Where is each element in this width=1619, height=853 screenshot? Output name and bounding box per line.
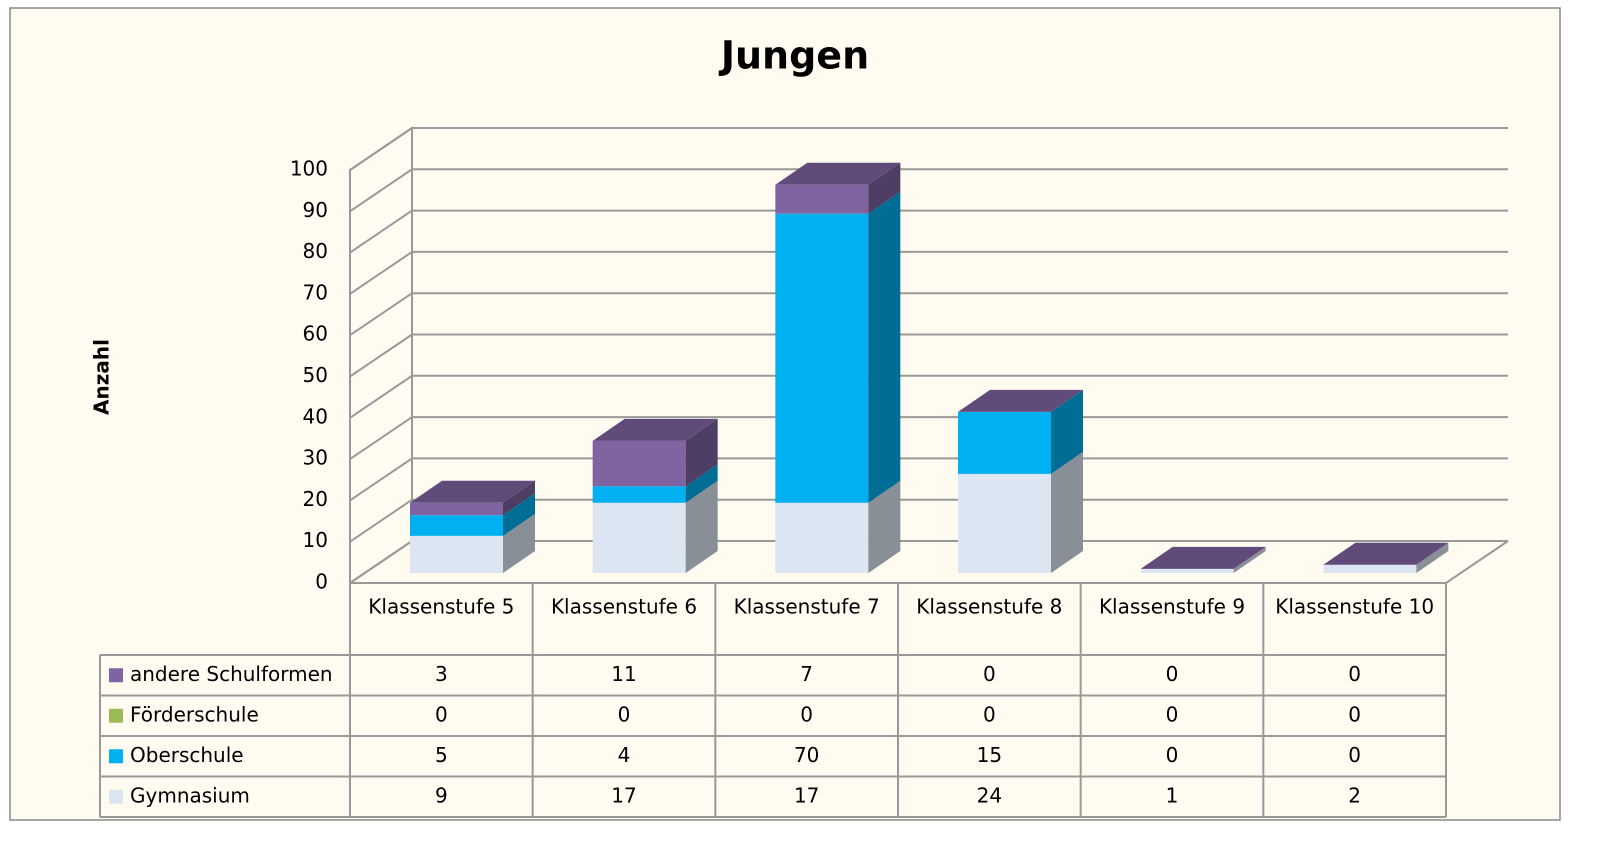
bar-segment [410,535,503,573]
table-value: 4 [618,743,631,767]
bar-side [685,480,718,573]
table-value: 24 [977,783,1002,807]
bar-top [958,389,1083,412]
grid-line [349,127,1508,171]
x-tick-label: Klassenstufe 6 [551,595,697,619]
bar-segment [410,502,503,516]
bar-top [1140,546,1266,569]
legend-key [109,668,123,683]
legend-label: Oberschule [130,743,244,767]
bar-segment [958,411,1051,474]
grid-line [349,374,1508,419]
bar-side [1051,389,1083,474]
table-value: 11 [611,662,636,686]
table-value: 0 [435,702,448,726]
bar-side [503,513,535,573]
table-value: 70 [794,743,819,767]
bar-side [868,162,901,214]
y-tick-label: 20 [303,487,328,511]
bar-side [685,464,718,503]
table-value: 3 [435,662,448,686]
legend-label: Förderschule [130,702,259,726]
x-tick-label: Klassenstufe 9 [1099,595,1245,619]
table-value: 5 [435,743,448,767]
bar-segment [592,486,686,503]
bar-side [1051,451,1083,573]
bar-top [592,418,718,441]
bar-segment [775,502,869,573]
y-axis-label: Anzahl [90,339,114,415]
bar-segment [1140,568,1234,573]
y-tick-label: 70 [303,280,328,304]
bar-segment [592,502,686,573]
table-value: 2 [1348,783,1361,807]
grid-line [349,333,1508,378]
table-value: 0 [983,662,996,686]
table-value: 9 [435,783,448,807]
chart-title: Jungen [718,34,869,78]
x-tick-label: Klassenstufe 5 [368,595,514,619]
y-tick-label: 50 [303,363,328,387]
table-value: 0 [1166,662,1179,686]
bar-side [503,493,535,536]
x-tick-label: Klassenstufe 7 [734,595,880,619]
legend-key [109,789,123,804]
table-value: 1 [1166,783,1179,807]
bar-top [410,480,535,503]
y-tick-label: 10 [303,528,328,552]
bar-segment [775,213,869,503]
grid-line [349,416,1508,460]
bar-side [503,480,535,516]
y-tick-label: 60 [303,322,328,346]
y-tick-label: 30 [303,446,328,470]
bar-side [868,191,901,503]
table-value: 17 [794,783,819,807]
legend-label: Gymnasium [130,783,250,807]
y-tick-label: 40 [303,404,328,428]
bar-side [1416,542,1449,573]
grid-line [349,498,1508,543]
table-value: 0 [1166,702,1179,726]
table-value: 0 [800,702,813,726]
grid-line [349,292,1508,337]
bar-side [1233,546,1266,573]
bar-segment [410,515,503,536]
table-value: 15 [977,743,1002,767]
table-value: 0 [1166,743,1179,767]
x-tick-label: Klassenstufe 8 [916,595,1062,619]
bar-segment [592,440,686,487]
table-value: 0 [1348,743,1361,767]
grid-line [349,250,1508,295]
y-tick-label: 80 [303,239,328,263]
legend-label: andere Schulformen [130,662,333,686]
bar-segment [1323,564,1417,573]
bar-segment [775,184,869,214]
bar-segment [958,473,1051,573]
table-value: 0 [1348,702,1361,726]
y-tick-label: 90 [303,198,328,222]
table-value: 0 [1348,662,1361,686]
bar-side [868,480,901,573]
bar-top [775,162,901,185]
table-value: 0 [983,702,996,726]
legend-key [109,708,123,723]
y-tick-label: 100 [290,157,328,181]
grid-line [349,457,1508,502]
table-value: 0 [618,702,631,726]
x-tick-label: Klassenstufe 10 [1275,595,1434,619]
legend-key [109,749,123,764]
y-tick-label: 0 [315,570,328,594]
grid-line [349,209,1508,254]
bar-side [685,418,718,487]
grid-line [349,168,1508,213]
table-value: 17 [611,783,636,807]
bar-top [1323,542,1449,565]
table-value: 7 [800,662,813,686]
